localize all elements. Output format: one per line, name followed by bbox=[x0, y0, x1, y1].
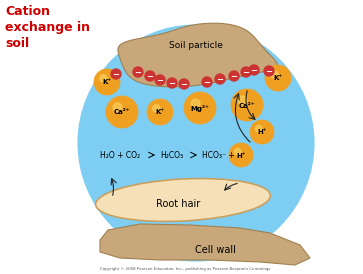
Text: Root hair: Root hair bbox=[156, 199, 200, 209]
Text: −: − bbox=[242, 68, 249, 77]
Circle shape bbox=[249, 65, 259, 75]
Circle shape bbox=[250, 120, 274, 144]
Circle shape bbox=[153, 105, 160, 112]
Text: −: − bbox=[180, 80, 188, 89]
Circle shape bbox=[265, 65, 291, 91]
Circle shape bbox=[155, 75, 165, 85]
Circle shape bbox=[229, 143, 253, 167]
Circle shape bbox=[133, 67, 143, 77]
Text: −: − bbox=[113, 70, 119, 79]
Text: H⁺: H⁺ bbox=[236, 153, 246, 158]
Circle shape bbox=[215, 74, 225, 84]
Circle shape bbox=[191, 99, 200, 108]
Circle shape bbox=[147, 99, 173, 125]
Text: Copyright © 2008 Pearson Education, Inc., publishing as Pearson Benjamin Cumming: Copyright © 2008 Pearson Education, Inc.… bbox=[100, 267, 270, 271]
Text: Ca²⁺: Ca²⁺ bbox=[114, 110, 130, 116]
Text: Ca²⁺: Ca²⁺ bbox=[239, 102, 255, 109]
Polygon shape bbox=[118, 23, 277, 87]
Text: H₂CO₃: H₂CO₃ bbox=[160, 150, 183, 159]
Circle shape bbox=[167, 78, 177, 88]
Text: −: − bbox=[265, 67, 273, 76]
Circle shape bbox=[255, 125, 262, 132]
Circle shape bbox=[184, 92, 216, 124]
Text: −: − bbox=[135, 68, 142, 77]
Text: H⁺: H⁺ bbox=[257, 130, 267, 136]
Text: −: − bbox=[168, 79, 175, 88]
Text: −: − bbox=[147, 72, 154, 81]
Text: H₂O + CO₂: H₂O + CO₂ bbox=[100, 150, 140, 159]
Circle shape bbox=[202, 77, 212, 87]
Circle shape bbox=[106, 96, 138, 128]
Text: HCO₃⁻ +: HCO₃⁻ + bbox=[202, 150, 235, 159]
Circle shape bbox=[100, 75, 107, 82]
Text: K⁺: K⁺ bbox=[273, 76, 282, 81]
Circle shape bbox=[264, 66, 274, 76]
Circle shape bbox=[78, 25, 314, 261]
Text: Cell wall: Cell wall bbox=[195, 245, 236, 255]
Circle shape bbox=[111, 69, 121, 79]
Text: K⁺: K⁺ bbox=[102, 79, 111, 85]
Text: Cation
exchange in
soil: Cation exchange in soil bbox=[5, 5, 90, 50]
Text: Mg²⁺: Mg²⁺ bbox=[191, 105, 209, 112]
Circle shape bbox=[179, 79, 189, 89]
Text: −: − bbox=[250, 66, 257, 75]
Circle shape bbox=[238, 96, 247, 105]
Ellipse shape bbox=[95, 179, 270, 221]
Circle shape bbox=[231, 89, 263, 121]
Circle shape bbox=[234, 148, 241, 155]
Text: Soil particle: Soil particle bbox=[169, 41, 223, 50]
Circle shape bbox=[94, 69, 120, 95]
Text: K⁺: K⁺ bbox=[155, 110, 164, 116]
Circle shape bbox=[271, 71, 278, 78]
Text: −: − bbox=[231, 72, 237, 81]
Text: −: − bbox=[204, 78, 211, 87]
Text: −: − bbox=[156, 76, 163, 85]
Circle shape bbox=[145, 71, 155, 81]
Circle shape bbox=[241, 67, 251, 77]
Polygon shape bbox=[100, 224, 310, 265]
Text: −: − bbox=[216, 75, 224, 84]
Circle shape bbox=[229, 71, 239, 81]
Circle shape bbox=[113, 103, 122, 112]
